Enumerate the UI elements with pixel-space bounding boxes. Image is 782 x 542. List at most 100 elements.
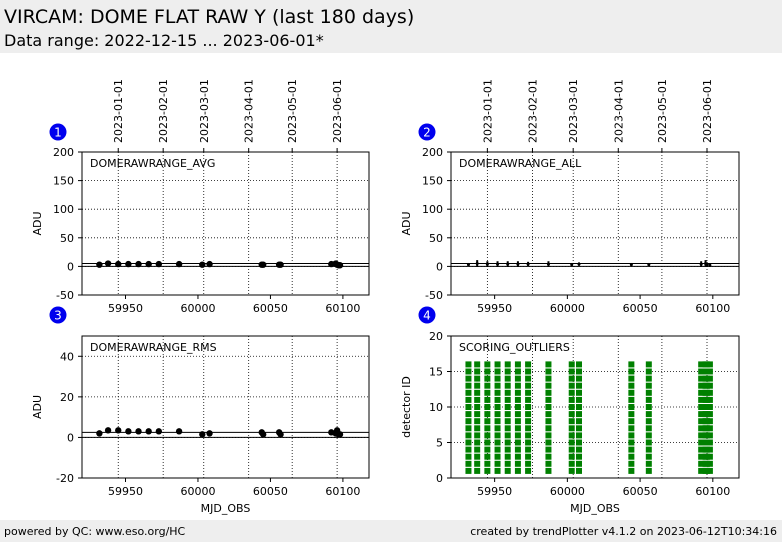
y-tick-label: 50 [60, 232, 74, 245]
outlier-marker [706, 382, 713, 389]
outlier-marker [576, 396, 582, 403]
outlier-marker [576, 432, 582, 439]
outlier-marker [576, 425, 582, 432]
x-axis-label: MJD_OBS [201, 502, 251, 515]
outlier-marker [474, 425, 481, 432]
data-point [155, 260, 163, 268]
outlier-marker [494, 389, 501, 396]
outlier-marker [628, 396, 635, 403]
x-tick-label: 59950 [108, 485, 143, 498]
outlier-marker [706, 361, 713, 368]
outlier-marker [645, 432, 652, 439]
outlier-marker [545, 446, 552, 453]
outlier-marker [706, 368, 713, 375]
outlier-marker [628, 446, 635, 453]
data-point [546, 262, 550, 266]
data-point [336, 262, 344, 269]
outlier-marker [568, 389, 575, 396]
data-point [277, 261, 284, 268]
data-point [277, 431, 284, 438]
outlier-marker [484, 418, 491, 425]
outlier-marker [525, 439, 532, 446]
y-tick-label: 150 [422, 175, 443, 188]
outlier-marker [494, 404, 501, 410]
y-tick-label: 0 [67, 260, 74, 273]
outlier-marker [576, 467, 582, 474]
outlier-marker [525, 425, 532, 432]
outlier-marker [504, 368, 511, 375]
outlier-marker [576, 375, 582, 382]
data-point [705, 263, 709, 267]
outlier-marker [698, 432, 705, 439]
data-point [526, 262, 530, 266]
y-tick-label: 0 [436, 260, 443, 273]
data-point [506, 262, 510, 266]
footer-created-by: created by trendPlotter v4.1.2 on 2023-0… [470, 525, 777, 538]
panel-number-badge [49, 306, 67, 324]
outlier-marker [698, 382, 705, 389]
outlier-marker [504, 432, 511, 439]
outlier-marker [494, 432, 501, 439]
outlier-marker [545, 368, 552, 375]
outlier-marker [545, 460, 552, 467]
outlier-marker [504, 467, 511, 474]
outlier-marker [494, 382, 501, 389]
outlier-marker [545, 389, 552, 396]
data-point [699, 262, 703, 266]
outlier-marker [706, 460, 713, 467]
x-tick-label: 60000 [550, 485, 585, 498]
y-axis-label: ADU [31, 395, 44, 419]
outlier-marker [628, 467, 635, 474]
data-point [145, 428, 152, 435]
panel-number: 4 [423, 309, 431, 323]
outlier-marker [514, 396, 521, 403]
outlier-marker [545, 467, 552, 474]
outlier-marker [474, 439, 481, 446]
outlier-marker [576, 439, 582, 446]
outlier-marker [514, 389, 521, 396]
outlier-marker [706, 418, 713, 425]
outlier-marker [628, 439, 635, 446]
outlier-marker [698, 389, 705, 396]
outlier-marker [628, 432, 635, 439]
outlier-marker [494, 467, 501, 474]
outlier-marker [465, 389, 472, 396]
outlier-marker [706, 446, 713, 453]
outlier-marker [628, 418, 635, 425]
page-title: VIRCAM: DOME FLAT RAW Y (last 180 days) [4, 6, 415, 28]
plot-frame [450, 151, 740, 296]
outlier-marker [628, 425, 635, 432]
outlier-marker [484, 453, 491, 460]
data-point [175, 260, 183, 268]
x-tick-label: 59950 [108, 302, 143, 315]
plot-frame [81, 335, 370, 479]
outlier-marker [645, 368, 652, 375]
date-tick-label: 2023-02-01 [157, 79, 170, 143]
outlier-marker [645, 460, 652, 467]
y-tick-label: 100 [53, 203, 74, 216]
outlier-marker [474, 404, 481, 410]
outlier-marker [568, 467, 575, 474]
outlier-marker [645, 389, 652, 396]
y-tick-label: -20 [56, 472, 74, 485]
outlier-marker [494, 375, 501, 382]
panel-label: DOMERAWRANGE_ALL [459, 157, 582, 170]
outlier-marker [465, 375, 472, 382]
data-point [466, 263, 470, 267]
plot-panel-4: 0 5 10 15 20 59950 60000 60050 60100 SCORING_OUTL… [400, 306, 740, 515]
outlier-marker [698, 418, 705, 425]
data-point [155, 428, 163, 435]
data-point [259, 431, 267, 438]
outlier-marker [568, 432, 575, 439]
outlier-marker [504, 375, 511, 382]
plot-panel-1: -50 0 50 100 150 200 59950 60000 60050 60100 2023-… [31, 79, 370, 315]
outlier-marker [465, 439, 472, 446]
outlier-marker [525, 404, 532, 410]
y-tick-label: 200 [422, 146, 443, 159]
outlier-marker [504, 396, 511, 403]
outlier-marker [465, 396, 472, 403]
outlier-marker [645, 453, 652, 460]
outlier-marker [474, 375, 481, 382]
outlier-marker [514, 460, 521, 467]
